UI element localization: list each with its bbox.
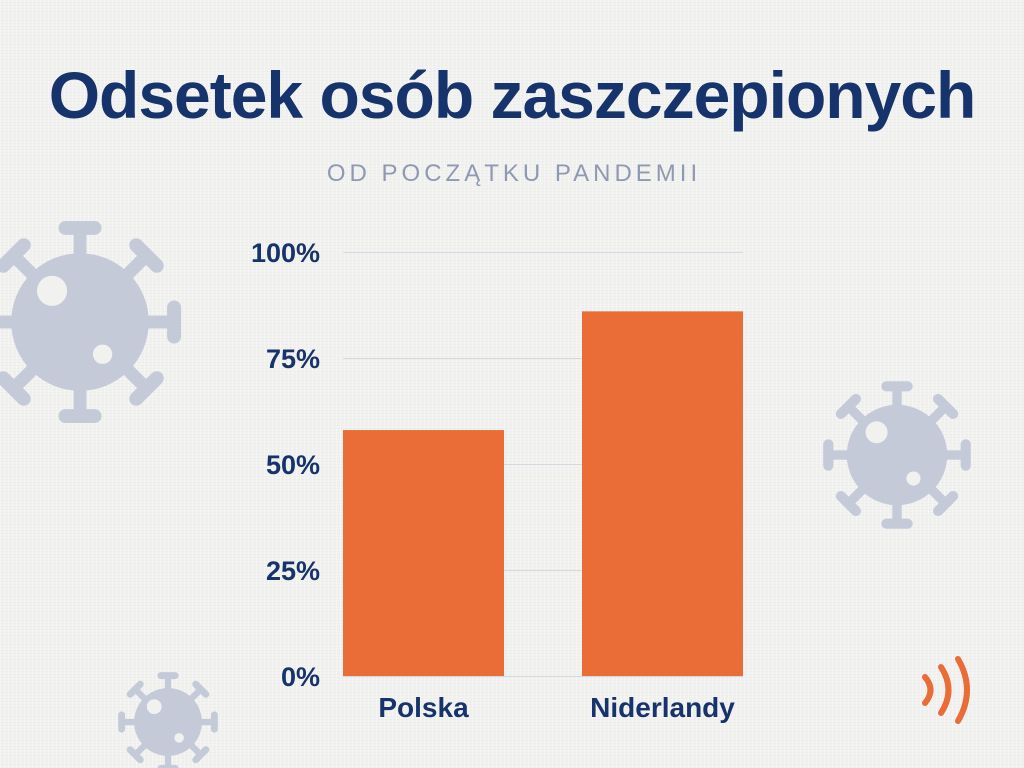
logo-wave-small [922,674,934,706]
logo-wave-medium [938,664,952,716]
y-tick-label: 25% [266,556,320,586]
y-axis-labels: 0% 25% 50% 75% 100% [251,238,320,692]
bar [343,430,504,676]
y-tick-label: 50% [266,450,320,480]
logo-wave-large [955,656,970,724]
x-tick-label: Polska [378,692,469,723]
x-axis-labels: Polska Niderlandy [378,692,735,723]
y-tick-label: 0% [281,662,320,692]
chart-subtitle: OD POCZĄTKU PANDEMII [326,160,702,187]
x-tick-label: Niderlandy [590,692,735,723]
bar [582,311,743,676]
y-tick-label: 75% [266,344,320,374]
y-tick-label: 100% [251,238,320,268]
chart-title: Odsetek osób zaszczepionych [48,58,977,132]
bars [343,311,743,676]
logo [922,656,970,724]
